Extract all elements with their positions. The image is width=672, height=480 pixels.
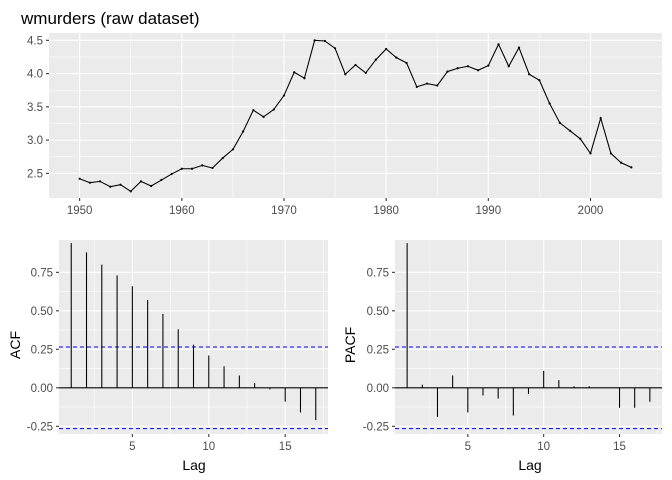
series-point [630,166,633,169]
acf-panel-background [59,240,328,434]
series-point [395,56,398,59]
pacf-y-tick-label: 0.00 [367,383,389,395]
pacf-y-axis-label: PACF [342,327,358,363]
series-point [129,190,132,193]
series-point [242,130,245,133]
series-point [446,70,449,73]
series-point [405,61,408,65]
series-point [119,183,122,186]
series-point [354,63,357,67]
series-point [385,47,388,51]
series-point [313,39,316,42]
series-x-tick-label: 1950 [67,205,93,217]
series-point [211,166,214,170]
series-point [497,43,500,46]
series-point [589,152,592,155]
series-point [323,39,326,43]
series-x-tick-label: 1960 [169,205,195,217]
acf-panel: -0.25 0.00 0.25 0.50 0.75 5 10 15 [27,240,328,453]
acf-x-tick-label: 10 [202,441,215,453]
series-x-tick-label: 1980 [373,205,399,217]
series-panel: 2.5 3.0 3.5 4.0 4.5 1950 1960 1970 1980 1990 2000 [27,33,662,217]
pacf-y-tick-label: 0.50 [367,306,389,318]
series-point [201,164,204,167]
acf-y-axis-label: ACF [7,331,23,359]
series-x-tick-label: 1990 [476,205,502,217]
series-point [98,180,102,183]
pacf-x-tick-label: 10 [537,441,550,453]
acf-x-tick-label: 5 [129,441,135,453]
series-point [109,185,112,188]
series-point [364,71,367,75]
pacf-x-tick-label: 5 [465,441,471,453]
series-point [609,152,613,155]
series-y-tick-label: 4.0 [27,69,43,81]
series-y-tick-label: 2.5 [27,168,43,180]
series-panel-background [49,33,662,198]
pacf-panel-background [395,240,662,434]
series-chart-title: wmurders (raw dataset) [20,9,200,28]
series-point [252,109,255,112]
series-point [415,85,418,88]
series-point [548,102,551,105]
series-point [282,94,286,97]
series-point [477,69,480,72]
acf-x-axis-label: Lag [182,457,205,473]
series-point [231,148,234,151]
series-y-tick-label: 4.5 [27,35,43,47]
series-point [262,115,265,118]
acf-y-tick-label: 0.75 [31,267,53,279]
acf-y-tick-label: 0.25 [31,344,53,356]
series-point [139,180,143,183]
series-point [558,121,561,124]
series-point [466,65,469,68]
series-y-tick-label: 3.5 [27,102,43,114]
acf-x-tick-label: 15 [279,441,292,453]
series-point [425,82,429,85]
pacf-y-tick-label: 0.25 [367,344,389,356]
series-x-tick-label: 2000 [578,205,604,217]
acf-y-tick-label: -0.25 [27,421,53,433]
series-point [333,47,337,50]
series-point [293,71,296,74]
series-point [344,73,347,76]
series-point [180,167,183,170]
series-point [272,108,275,111]
series-point [190,167,194,170]
pacf-panel: -0.25 0.00 0.25 0.50 0.75 5 10 15 [363,240,662,453]
series-point [599,117,602,120]
series-point [517,46,521,49]
series-point [78,177,81,180]
series-point [436,84,439,87]
series-point [150,184,153,188]
series-point [170,172,173,176]
pacf-x-tick-label: 15 [613,441,626,453]
pacf-y-tick-label: -0.25 [363,421,389,433]
series-x-tick-label: 1970 [271,205,297,217]
acf-y-tick-label: 0.00 [31,383,53,395]
series-point [303,77,306,80]
series-point [221,156,224,160]
series-y-tick-label: 3.0 [27,135,43,147]
series-point [620,161,623,164]
series-point [579,137,582,140]
series-point [456,67,459,70]
series-point [538,79,541,82]
series-point [374,58,378,61]
pacf-y-tick-label: 0.75 [367,267,389,279]
series-point [568,129,572,132]
series-point [487,64,490,67]
pacf-x-axis-label: Lag [518,457,541,473]
acf-y-tick-label: 0.50 [31,306,53,318]
series-point [88,181,91,184]
series-point [528,73,531,76]
series-point [160,178,163,182]
series-point [507,65,510,68]
